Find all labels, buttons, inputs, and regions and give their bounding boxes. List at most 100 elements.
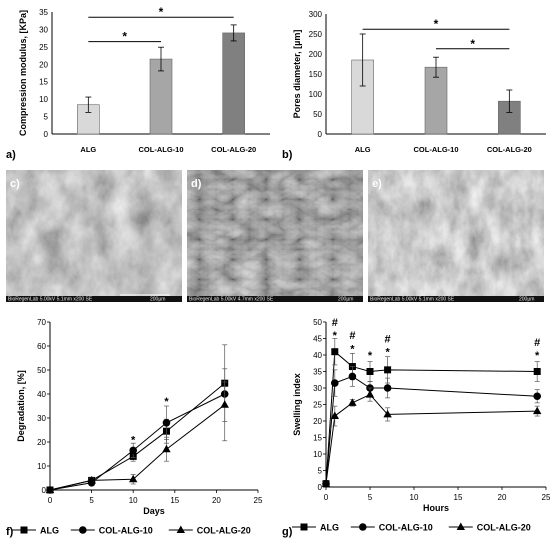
chart-a-ytick-label: 35 — [39, 8, 48, 17]
legend-label: COL-ALG-10 — [99, 526, 153, 536]
marker-circle — [348, 372, 357, 381]
chart-g-ytick-label: 0 — [318, 483, 323, 492]
chart-f-ytick-label: 30 — [37, 414, 46, 423]
category-label: ALG — [80, 145, 96, 154]
sem-image-c-scale: 200µm — [150, 297, 165, 303]
chart-a-ytick-label: 10 — [39, 95, 48, 104]
significance-mark: # — [349, 330, 355, 342]
sem-image-d-texture — [187, 170, 363, 302]
chart-a-ytick-label: 5 — [44, 113, 49, 122]
significance-mark: * — [122, 30, 127, 44]
chart-b-ytick-label: 250 — [309, 30, 323, 39]
chart-g-ytick-label: 50 — [313, 318, 322, 327]
chart-b-ytick-label: 100 — [309, 90, 323, 99]
category-label: COL-ALG-10 — [139, 145, 184, 154]
panel-label-d: d) — [191, 178, 202, 190]
marker-circle — [162, 419, 171, 427]
legend-label: ALG — [40, 526, 59, 536]
marker-triangle — [321, 479, 331, 487]
marker-square — [300, 523, 308, 531]
sem-image-e-texture — [368, 170, 544, 302]
series-COL-ALG-20 — [45, 368, 229, 493]
category-label: COL-ALG-10 — [414, 145, 459, 154]
marker-square — [366, 368, 374, 375]
panel-label-c: c) — [10, 178, 20, 190]
panel-label-a: a) — [6, 149, 16, 161]
chart-f-ytick-label: 0 — [42, 486, 47, 495]
chart-f-xlabel: Days — [143, 506, 165, 516]
marker-triangle — [383, 409, 392, 418]
chart-g-ytick-label: 45 — [313, 335, 322, 344]
significance-mark: * — [368, 350, 373, 362]
category-label: COL-ALG-20 — [487, 145, 532, 154]
marker-square — [331, 348, 339, 356]
panel-label-f: f) — [6, 526, 14, 538]
panel-label-e: e) — [372, 178, 382, 190]
sem-image-c: BioRegenLab 5.00kV 5.1mm x200 SE 200µm — [6, 170, 182, 303]
marker-circle — [359, 523, 367, 531]
chart-f: 0 10 20 30 40 50 60 70 Degradation, [%] 0 5 10 15 20 2… — [12, 318, 263, 536]
chart-b-ytick-label: 150 — [309, 70, 323, 79]
marker-triangle — [533, 406, 542, 415]
sem-image-e: BioRegenLab 5.00kV 5.1mm x200 SE 200µm — [368, 170, 544, 303]
marker-circle — [331, 379, 339, 387]
marker-triangle — [129, 474, 138, 483]
chart-b-ytick-label: 300 — [309, 10, 323, 19]
marker-triangle — [456, 522, 465, 530]
marker-square — [533, 368, 541, 375]
marker-triangle — [87, 475, 96, 484]
legend-label: COL-ALG-20 — [477, 523, 531, 533]
chart-g-ytick-label: 15 — [313, 434, 322, 443]
chart-b-ytick-label: 50 — [313, 110, 322, 119]
series-line — [49, 382, 226, 491]
chart-f-xtick-label: 0 — [48, 496, 53, 505]
chart-g-xtick-label: 10 — [410, 493, 419, 502]
chart-b-ytick-label: 0 — [318, 130, 323, 139]
legend-label: COL-ALG-10 — [379, 523, 433, 533]
chart-g-ytick-label: 20 — [313, 417, 322, 426]
chart-f-xtick-label: 5 — [89, 496, 94, 505]
marker-triangle — [45, 485, 55, 493]
chart-a-ytick-label: 25 — [39, 43, 48, 52]
chart-f-ytick-label: 20 — [37, 438, 46, 447]
chart-g-ytick-label: 5 — [318, 467, 323, 476]
chart-f-xtick-label: 20 — [212, 496, 221, 505]
legend-label: ALG — [320, 523, 339, 533]
sem-image-c-texture — [6, 170, 182, 302]
marker-triangle — [220, 400, 229, 408]
chart-g-xtick-label: 0 — [324, 493, 329, 502]
chart-g-ytick-label: 25 — [313, 401, 322, 410]
sem-image-d-info: BioRegenLab 5.00kV 4.7mm x200 SE — [189, 297, 274, 303]
chart-f-ytick-label: 10 — [37, 462, 46, 471]
significance-mark: # — [534, 337, 540, 349]
significance-mark: # — [332, 317, 338, 329]
sem-image-e-scale: 200µm — [519, 297, 534, 303]
series-COL-ALG-20 — [321, 387, 542, 487]
chart-g-xtick-label: 15 — [454, 493, 463, 502]
significance-mark: * — [470, 37, 475, 51]
chart-g-xtick-label: 5 — [368, 493, 373, 502]
chart-f-xtick-label: 15 — [170, 496, 179, 505]
chart-g-xlabel: Hours — [423, 503, 449, 513]
chart-b: 0 50 100 150 200 250 300 Pores diameter, [µm] AL… — [292, 10, 546, 154]
chart-f-ytick-label: 50 — [37, 366, 46, 375]
significance-mark: * — [385, 347, 390, 359]
chart-g-ytick-label: 40 — [313, 351, 322, 360]
sem-image-d-infobar — [187, 296, 363, 302]
marker-triangle — [330, 411, 339, 420]
series-line — [325, 393, 538, 484]
chart-a-ytick-label: 20 — [39, 60, 48, 69]
chart-g-xtick-label: 25 — [542, 493, 550, 502]
legend-f: ALG COL-ALG-10 COL-ALG-20 — [12, 525, 251, 536]
chart-a-ylabel: Compression modulus, [KPa] — [18, 10, 28, 136]
chart-g-ytick-label: 30 — [313, 384, 322, 393]
panel-label-b: b) — [282, 149, 293, 161]
marker-triangle — [348, 398, 357, 406]
sem-image-c-info: BioRegenLab 5.00kV 5.1mm x200 SE — [8, 297, 93, 303]
panel-label-g: g) — [282, 526, 293, 538]
chart-a: 0 5 10 15 20 25 30 35 Compression modulus, [KPa]… — [18, 5, 270, 154]
chart-a-ytick-label: 15 — [39, 78, 48, 87]
series-COL-ALG-10 — [46, 381, 229, 494]
chart-g-ytick-label: 10 — [313, 450, 322, 459]
